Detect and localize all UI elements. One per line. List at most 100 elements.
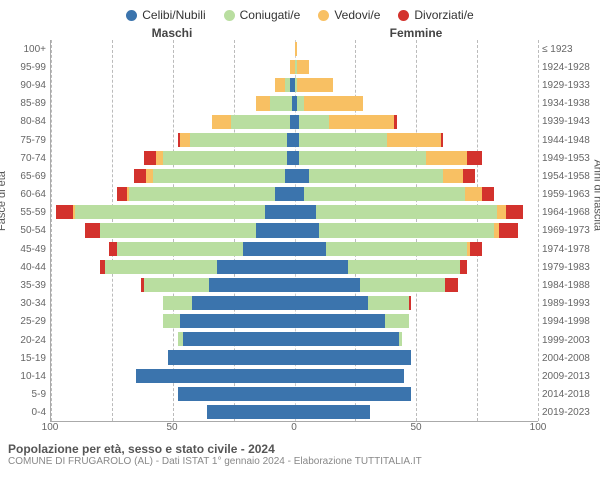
bar-segment bbox=[295, 387, 412, 401]
female-half bbox=[295, 403, 539, 421]
female-half bbox=[295, 221, 539, 239]
age-tick: 45-49 bbox=[0, 240, 46, 258]
pyramid-row bbox=[51, 40, 538, 58]
pyramid-row bbox=[51, 348, 538, 366]
bar-segment bbox=[497, 205, 507, 219]
pyramid-row bbox=[51, 276, 538, 294]
bar-segment bbox=[319, 223, 494, 237]
bar-segment bbox=[144, 151, 156, 165]
bar-segment bbox=[295, 169, 310, 183]
legend-swatch bbox=[398, 10, 409, 21]
male-half bbox=[51, 312, 295, 330]
bar-segment bbox=[443, 169, 462, 183]
x-tick: 50 bbox=[410, 422, 421, 433]
male-half bbox=[51, 58, 295, 76]
bar-segment bbox=[426, 151, 467, 165]
pyramid-row bbox=[51, 203, 538, 221]
female-half bbox=[295, 276, 539, 294]
bar-segment bbox=[506, 205, 523, 219]
birth-year-tick: 1989-1993 bbox=[542, 295, 600, 313]
bar-segment bbox=[85, 223, 100, 237]
bar-segment bbox=[163, 151, 287, 165]
bar-segment bbox=[163, 314, 180, 328]
bar-segment bbox=[326, 242, 467, 256]
legend-label: Celibi/Nubili bbox=[142, 8, 205, 22]
bar-segment bbox=[136, 369, 294, 383]
male-half bbox=[51, 203, 295, 221]
birth-year-tick: 1929-1933 bbox=[542, 76, 600, 94]
female-half bbox=[295, 330, 539, 348]
bar-segment bbox=[144, 278, 210, 292]
male-half bbox=[51, 367, 295, 385]
legend: Celibi/NubiliConiugati/eVedovi/eDivorzia… bbox=[0, 0, 600, 26]
pyramid-row bbox=[51, 367, 538, 385]
bar-segment bbox=[394, 115, 396, 129]
pyramid-row bbox=[51, 240, 538, 258]
birth-year-tick: 2009-2013 bbox=[542, 367, 600, 385]
birth-year-tick: 1979-1983 bbox=[542, 258, 600, 276]
bar-segment bbox=[75, 205, 265, 219]
bar-segment bbox=[105, 260, 217, 274]
bar-segment bbox=[287, 151, 294, 165]
bar-segment bbox=[295, 296, 368, 310]
bar-segment bbox=[146, 169, 153, 183]
legend-swatch bbox=[318, 10, 329, 21]
female-half bbox=[295, 348, 539, 366]
pyramid-row bbox=[51, 312, 538, 330]
bar-segment bbox=[399, 332, 401, 346]
bar-segment bbox=[295, 242, 327, 256]
bar-segment bbox=[295, 350, 412, 364]
female-half bbox=[295, 149, 539, 167]
legend-label: Vedovi/e bbox=[334, 8, 380, 22]
plot-area bbox=[50, 40, 538, 422]
female-half bbox=[295, 131, 539, 149]
age-tick: 20-24 bbox=[0, 331, 46, 349]
bar-segment bbox=[168, 350, 295, 364]
x-tick: 50 bbox=[166, 422, 177, 433]
legend-label: Divorziati/e bbox=[414, 8, 473, 22]
x-tick: 0 bbox=[291, 422, 297, 433]
bar-segment bbox=[304, 96, 362, 110]
bar-segment bbox=[243, 242, 294, 256]
bar-segment bbox=[482, 187, 494, 201]
female-half bbox=[295, 385, 539, 403]
birth-year-tick: 1974-1978 bbox=[542, 240, 600, 258]
male-half bbox=[51, 221, 295, 239]
bar-segment bbox=[463, 169, 475, 183]
female-half bbox=[295, 94, 539, 112]
female-half bbox=[295, 203, 539, 221]
bar-segment bbox=[56, 205, 73, 219]
legend-item: Divorziati/e bbox=[398, 8, 473, 22]
bar-segment bbox=[360, 278, 445, 292]
bar-segment bbox=[156, 151, 163, 165]
bar-segment bbox=[190, 133, 287, 147]
birth-year-tick: 2014-2018 bbox=[542, 386, 600, 404]
bar-segment bbox=[180, 314, 294, 328]
bar-segment bbox=[100, 223, 256, 237]
y-axis-left-label: Fasce di età bbox=[0, 171, 8, 231]
bar-segment bbox=[163, 296, 192, 310]
male-half bbox=[51, 94, 295, 112]
bar-segment bbox=[295, 187, 305, 201]
bar-segment bbox=[117, 242, 244, 256]
age-tick: 70-74 bbox=[0, 149, 46, 167]
birth-year-tick: 1924-1928 bbox=[542, 58, 600, 76]
bar-segment bbox=[299, 133, 387, 147]
bar-segment bbox=[270, 96, 292, 110]
bar-segment bbox=[470, 242, 482, 256]
bar-segment bbox=[134, 169, 146, 183]
male-half bbox=[51, 40, 295, 58]
x-tick: 100 bbox=[42, 422, 59, 433]
age-tick: 85-89 bbox=[0, 95, 46, 113]
legend-item: Celibi/Nubili bbox=[126, 8, 205, 22]
birth-year-tick: 1944-1948 bbox=[542, 131, 600, 149]
bar-segment bbox=[329, 115, 395, 129]
male-half bbox=[51, 76, 295, 94]
bar-segment bbox=[285, 169, 295, 183]
bar-segment bbox=[295, 223, 319, 237]
male-half bbox=[51, 294, 295, 312]
bar-segment bbox=[117, 187, 127, 201]
pyramid-row bbox=[51, 167, 538, 185]
bar-segment bbox=[465, 187, 482, 201]
male-half bbox=[51, 330, 295, 348]
